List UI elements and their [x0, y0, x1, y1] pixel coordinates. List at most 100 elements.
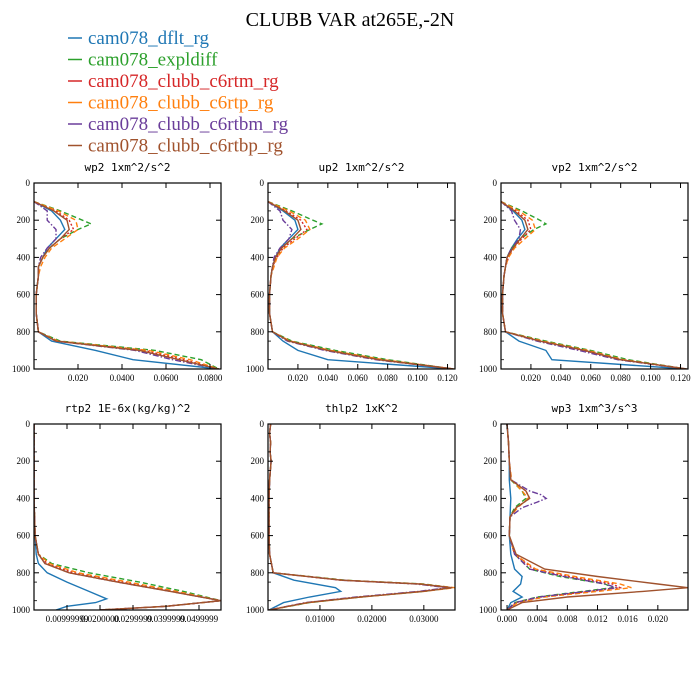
- y-tick-label: 600: [17, 290, 31, 300]
- series-line: [268, 424, 453, 610]
- legend-label: cam078_clubb_c6rtp_rg: [88, 93, 274, 114]
- panel-title: rtp2 1E-6x(kg/kg)^2: [65, 402, 191, 415]
- x-tick-label: 0.100: [407, 373, 428, 383]
- y-tick-label: 800: [251, 327, 265, 337]
- x-tick-label: 0.0800: [198, 373, 223, 383]
- series-line: [34, 424, 221, 610]
- x-tick-label: 0.00999999: [46, 614, 89, 624]
- y-tick-label: 1000: [246, 364, 265, 374]
- series-line: [34, 424, 221, 610]
- y-tick-label: 600: [484, 290, 498, 300]
- x-tick-label: 0.012: [587, 614, 607, 624]
- plot-frame: [33, 182, 222, 370]
- x-tick-label: 0.020: [521, 373, 542, 383]
- plot-frame: [33, 423, 222, 611]
- series-line: [506, 424, 623, 610]
- y-tick-label: 600: [484, 531, 498, 541]
- y-tick-label: 800: [17, 327, 31, 337]
- series-group: [501, 200, 687, 369]
- x-tick-label: 0.080: [378, 373, 399, 383]
- legend-label: cam078_clubb_c6rtm_rg: [88, 71, 279, 92]
- x-tick-label: 0.0200000: [81, 614, 120, 624]
- legend-item: cam078_clubb_c6rtm_rg: [68, 71, 279, 92]
- series-line: [268, 200, 454, 369]
- series-group: [268, 200, 454, 369]
- x-tick-label: 0.0400: [110, 373, 135, 383]
- series-line: [501, 201, 687, 369]
- y-tick-label: 600: [251, 290, 265, 300]
- x-tick-label: 0.040: [318, 373, 339, 383]
- x-tick-label: 0.008: [557, 614, 578, 624]
- panel-title: up2 1xm^2/s^2: [318, 161, 404, 174]
- y-tick-label: 1000: [479, 364, 498, 374]
- legend-item: cam078_clubb_c6rtp_rg: [68, 93, 274, 114]
- x-tick-label: 0.040: [551, 373, 572, 383]
- x-tick-label: 0.000: [497, 614, 518, 624]
- panel-title: wp3 1xm^3/s^3: [551, 402, 637, 415]
- x-tick-label: 0.020: [648, 614, 669, 624]
- series-line: [268, 424, 453, 610]
- legend-label: cam078_clubb_c6rtbp_rg: [88, 136, 283, 157]
- figure-title: CLUBB VAR at265E,-2N: [246, 9, 455, 31]
- y-tick-label: 0: [493, 419, 498, 429]
- panel-title: thlp2 1xK^2: [325, 402, 398, 415]
- y-tick-label: 400: [484, 493, 498, 503]
- series-line: [506, 424, 688, 610]
- y-tick-label: 0: [260, 419, 265, 429]
- plot-frame: [267, 423, 456, 611]
- x-tick-label: 0.0499999: [180, 614, 219, 624]
- x-tick-label: 0.02000: [357, 614, 387, 624]
- y-tick-label: 800: [484, 568, 498, 578]
- chart-panel: wp2 1xm^2/s^2 0 200 400 600 800 1000 0.020 0.040…: [12, 161, 223, 383]
- y-tick-label: 1000: [12, 605, 31, 615]
- y-tick-label: 200: [17, 215, 31, 225]
- series-line: [268, 200, 454, 369]
- chart-panel: vp2 1xm^2/s^2 0 200 400 600 800 1000 0.020 0.040…: [479, 161, 691, 383]
- series-line: [34, 424, 109, 610]
- legend-item: cam078_clubb_c6rtbm_rg: [68, 114, 289, 135]
- chart-panel: rtp2 1E-6x(kg/kg)^2 0 200 400 600 800 1000 0.00…: [12, 402, 222, 624]
- y-tick-label: 1000: [12, 364, 31, 374]
- y-tick-label: 0: [260, 178, 265, 188]
- x-tick-label: 0.060: [581, 373, 602, 383]
- x-tick-label: 0.0299999: [114, 614, 153, 624]
- panel-title: vp2 1xm^2/s^2: [551, 161, 637, 174]
- x-tick-label: 0.080: [611, 373, 632, 383]
- series-line: [506, 424, 632, 610]
- y-tick-label: 800: [251, 568, 265, 578]
- series-group: [34, 200, 220, 369]
- x-tick-label: 0.060: [348, 373, 369, 383]
- series-line: [268, 424, 455, 610]
- legend-label: cam078_clubb_c6rtbm_rg: [88, 114, 289, 135]
- panel-title: wp2 1xm^2/s^2: [84, 161, 170, 174]
- series-line: [34, 200, 219, 369]
- x-tick-label: 0.100: [640, 373, 661, 383]
- plot-frame: [500, 182, 689, 370]
- legend-label: cam078_dflt_rg: [88, 28, 210, 49]
- chart-panel: thlp2 1xK^2 0 200 400 600 800 1000 0.01000 0.020…: [246, 402, 456, 624]
- x-tick-label: 0.016: [618, 614, 639, 624]
- x-tick-label: 0.0600: [154, 373, 179, 383]
- series-line: [268, 424, 448, 610]
- x-tick-label: 0.120: [670, 373, 691, 383]
- y-tick-label: 200: [17, 456, 31, 466]
- series-group: [506, 424, 688, 610]
- y-tick-label: 1000: [479, 605, 498, 615]
- plot-frame: [500, 423, 689, 611]
- y-tick-label: 0: [26, 419, 31, 429]
- series-line: [268, 424, 343, 610]
- y-tick-label: 400: [251, 252, 265, 262]
- x-tick-label: 0.004: [527, 614, 548, 624]
- x-tick-label: 0.01000: [305, 614, 335, 624]
- panels: wp2 1xm^2/s^2 0 200 400 600 800 1000 0.020 0.040…: [12, 161, 691, 624]
- series-group: [268, 424, 455, 610]
- series-line: [268, 201, 454, 369]
- legend-item: cam078_expldiff: [68, 50, 218, 71]
- y-tick-label: 200: [251, 456, 265, 466]
- y-tick-label: 600: [17, 531, 31, 541]
- y-tick-label: 0: [26, 178, 31, 188]
- series-line: [268, 424, 450, 610]
- x-tick-label: 0.020: [288, 373, 309, 383]
